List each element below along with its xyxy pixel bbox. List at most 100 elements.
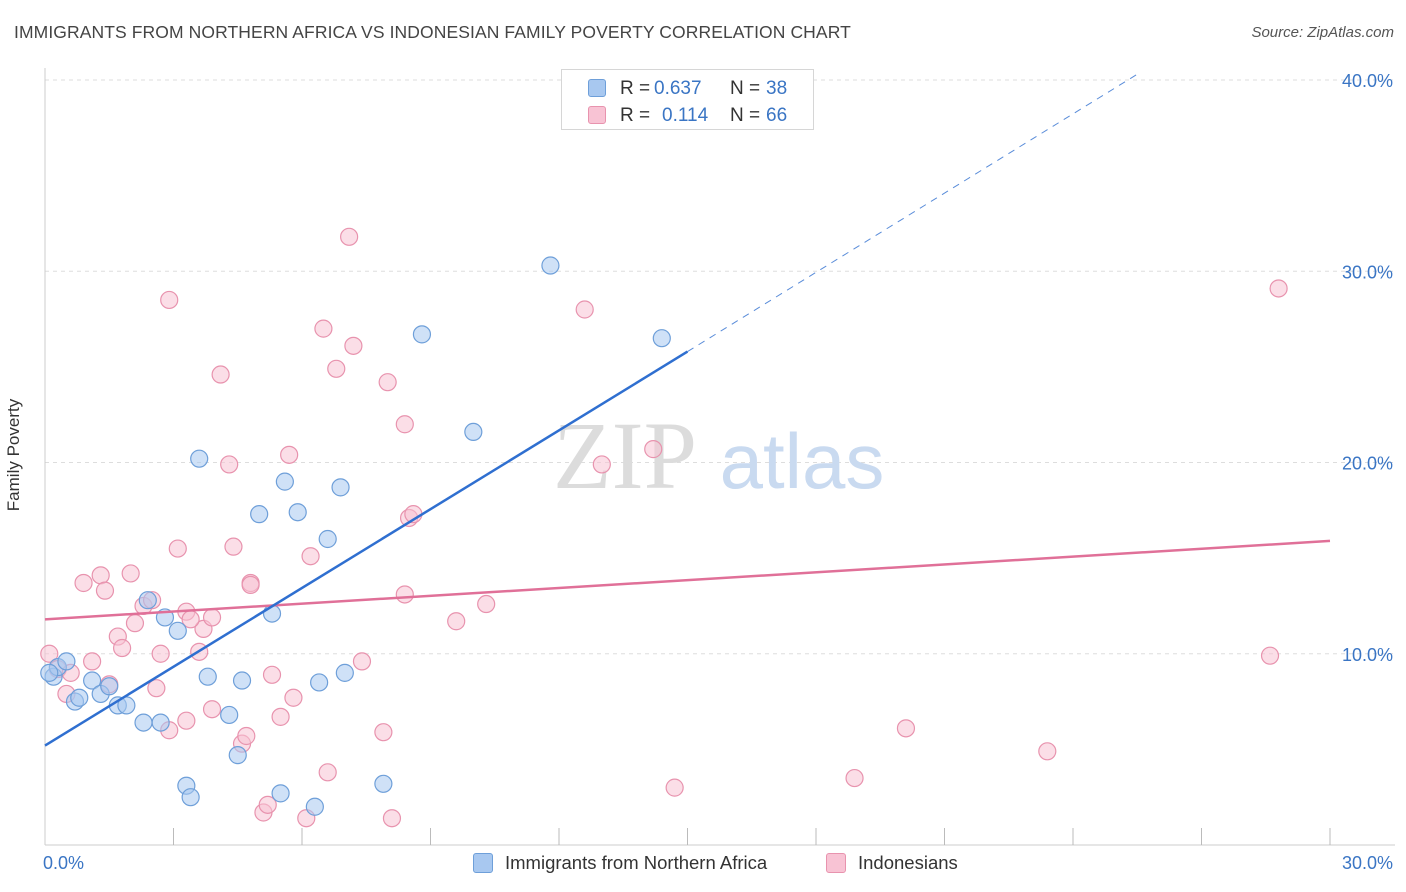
point-indonesians — [220, 455, 239, 474]
point-immigrants — [275, 472, 294, 491]
point-immigrants — [310, 673, 329, 692]
point-indonesians — [168, 539, 187, 558]
point-immigrants — [198, 667, 217, 686]
y-tick-label: 40.0% — [1342, 71, 1393, 91]
point-indonesians — [40, 644, 59, 663]
point-indonesians — [91, 566, 110, 585]
point-indonesians — [202, 608, 222, 627]
point-indonesians — [202, 700, 222, 719]
point-indonesians — [592, 455, 611, 474]
point-indonesians — [340, 227, 359, 246]
point-indonesians — [280, 445, 299, 464]
point-indonesians — [237, 726, 256, 746]
point-immigrants — [232, 671, 252, 690]
legend-swatch-immigrants — [473, 853, 493, 873]
point-immigrants — [83, 671, 102, 690]
point-indonesians — [271, 707, 290, 726]
point-indonesians — [644, 440, 663, 459]
series-2-swatch — [588, 106, 606, 124]
point-indonesians — [382, 809, 402, 828]
point-indonesians — [1038, 742, 1057, 761]
point-immigrants — [168, 621, 187, 640]
point-immigrants — [151, 713, 170, 732]
point-indonesians — [896, 719, 916, 738]
point-indonesians — [314, 319, 333, 338]
x-tick-label: 30.0% — [1342, 853, 1393, 873]
point-indonesians — [1260, 646, 1280, 665]
point-immigrants — [40, 663, 59, 682]
series-1-swatch — [588, 79, 606, 97]
y-tick-label: 30.0% — [1342, 262, 1393, 282]
trendline-immigrants — [44, 350, 689, 747]
point-immigrants — [190, 449, 209, 468]
data-points — [40, 227, 1288, 828]
point-immigrants — [412, 325, 432, 344]
point-indonesians — [575, 300, 594, 319]
point-indonesians — [1269, 279, 1288, 298]
point-indonesians — [327, 359, 346, 378]
point-immigrants — [271, 784, 290, 803]
axes — [44, 68, 1395, 846]
point-indonesians — [477, 594, 496, 614]
point-immigrants — [100, 677, 119, 696]
point-indonesians — [845, 768, 864, 788]
x-tick-label: 0.0% — [43, 853, 84, 873]
point-immigrants — [181, 788, 200, 807]
point-immigrants — [374, 774, 393, 793]
point-indonesians — [147, 679, 166, 698]
point-immigrants — [228, 746, 247, 765]
n-label: N = — [730, 78, 761, 99]
r-label: R = — [620, 78, 651, 99]
point-immigrants — [220, 705, 239, 725]
point-immigrants — [138, 591, 157, 610]
point-indonesians — [262, 665, 282, 684]
y-axis-label: Family Poverty — [4, 398, 23, 512]
point-indonesians — [241, 575, 260, 595]
r-label: R = — [620, 105, 651, 126]
chart-title: IMMIGRANTS FROM NORTHERN AFRICA VS INDON… — [14, 22, 851, 42]
trendline-immigrants-extension — [687, 73, 1138, 353]
point-indonesians — [83, 652, 102, 671]
point-immigrants — [70, 688, 89, 707]
point-indonesians — [318, 763, 337, 782]
point-immigrants — [464, 422, 483, 441]
n-value: 38 — [766, 78, 788, 99]
n-label: N = — [730, 105, 761, 126]
point-indonesians — [284, 688, 303, 707]
point-indonesians — [378, 373, 397, 392]
point-immigrants — [331, 478, 350, 497]
point-immigrants — [318, 529, 337, 549]
point-indonesians — [665, 778, 684, 797]
legend-label-immigrants: Immigrants from Northern Africa — [505, 852, 768, 873]
point-indonesians — [177, 711, 196, 730]
point-indonesians — [211, 365, 230, 384]
point-indonesians — [395, 415, 414, 434]
point-immigrants — [335, 663, 354, 682]
point-immigrants — [541, 256, 560, 275]
point-indonesians — [95, 581, 115, 600]
legend-label-indonesians: Indonesians — [858, 852, 958, 873]
point-immigrants — [250, 505, 269, 524]
legend-swatch-indonesians — [826, 853, 846, 873]
point-indonesians — [352, 652, 372, 671]
point-indonesians — [258, 795, 277, 814]
source-credit: Source: ZipAtlas.com — [1251, 24, 1394, 41]
point-indonesians — [125, 614, 145, 633]
point-immigrants — [652, 329, 671, 348]
point-immigrants — [134, 713, 153, 732]
point-immigrants — [57, 652, 76, 671]
point-indonesians — [395, 585, 414, 604]
watermark-zip: ZIP — [553, 402, 697, 509]
point-indonesians — [121, 564, 140, 583]
point-indonesians — [160, 290, 179, 310]
r-value: 0.114 — [662, 105, 709, 126]
r-value: 0.637 — [654, 78, 702, 99]
point-indonesians — [344, 336, 363, 355]
grid-lines — [45, 79, 1395, 655]
point-immigrants — [288, 503, 307, 522]
point-indonesians — [374, 723, 393, 742]
trend-lines — [44, 73, 1331, 747]
point-indonesians — [224, 537, 243, 556]
trendline-indonesians — [44, 539, 1331, 621]
